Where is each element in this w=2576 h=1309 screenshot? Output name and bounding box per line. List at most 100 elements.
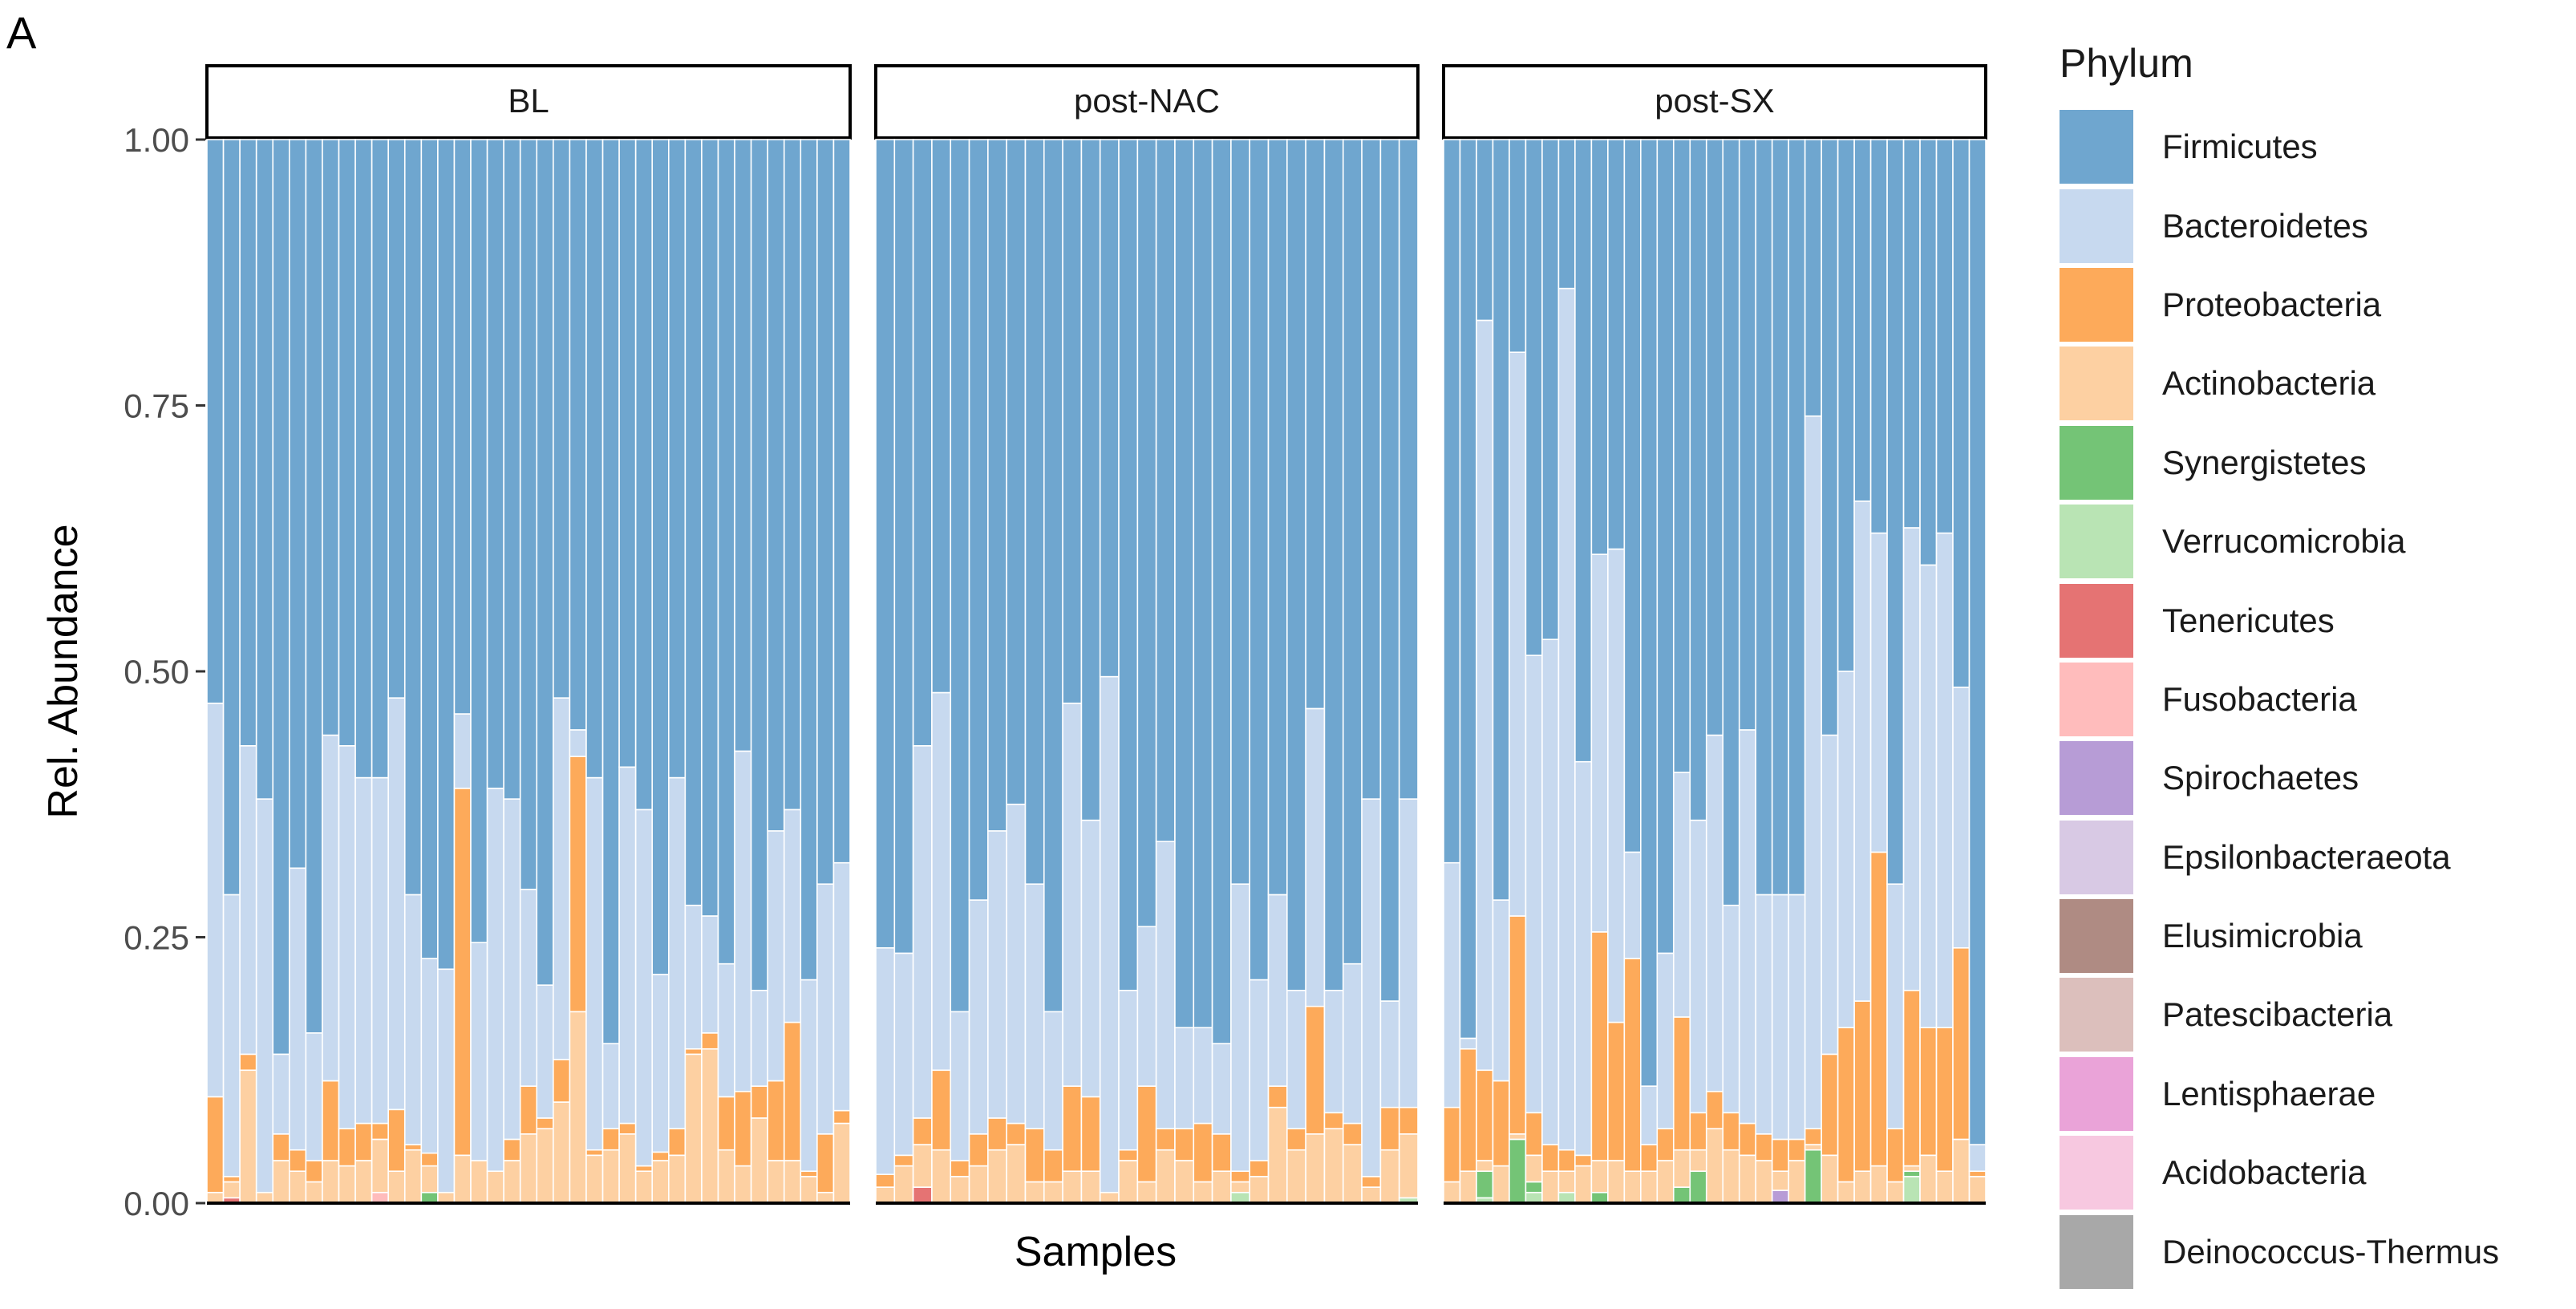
facet-strip <box>205 64 852 140</box>
bar-segment-firmicutes <box>1623 139 1642 853</box>
bar-segment-firmicutes <box>875 139 896 949</box>
bar-segment-proteobacteria <box>618 1122 637 1135</box>
bar-segment-actinobacteria <box>486 1170 504 1204</box>
bar-segment-proteobacteria <box>1476 1069 1494 1161</box>
bar-segment-proteobacteria <box>783 1021 802 1161</box>
bar-segment-firmicutes <box>1853 139 1872 502</box>
legend-swatch <box>2060 1056 2133 1131</box>
bar-segment-actinobacteria <box>1062 1170 1083 1204</box>
bar-segment-proteobacteria <box>1640 1144 1659 1173</box>
bar-segment-firmicutes <box>1398 139 1419 800</box>
bar-segment-firmicutes <box>1249 139 1270 981</box>
bar-segment-firmicutes <box>470 139 488 943</box>
bar-segment-firmicutes <box>1118 139 1139 991</box>
bar-segment-bacteroidetes <box>893 952 914 1157</box>
bar-segment-actinobacteria <box>519 1133 538 1204</box>
bar-segment-proteobacteria <box>634 1165 654 1173</box>
bar-segment-proteobacteria <box>717 1096 735 1151</box>
bar-segment-actinobacteria <box>338 1165 356 1204</box>
bar-segment-firmicutes <box>354 139 373 779</box>
legend-label: Fusobacteria <box>2162 679 2357 718</box>
legend-swatch <box>2060 1136 2133 1210</box>
bar-segment-firmicutes <box>420 139 439 959</box>
bar-segment-firmicutes <box>1062 139 1083 704</box>
bar-segment-actinobacteria <box>1755 1160 1773 1204</box>
bar-segment-firmicutes <box>1557 139 1576 290</box>
bar-segment-firmicutes <box>1886 139 1905 886</box>
bar-segment-actinobacteria <box>931 1149 952 1204</box>
bar-segment-firmicutes <box>701 139 719 917</box>
legend-swatch <box>2060 346 2133 421</box>
bar-segment-bacteroidetes <box>519 889 538 1087</box>
bar-segment-bacteroidetes <box>1043 1011 1063 1151</box>
bar-segment-bacteroidetes <box>1525 654 1543 1114</box>
bar-segment-proteobacteria <box>1821 1053 1839 1157</box>
bar-segment-actinobacteria <box>1525 1154 1543 1183</box>
legend-swatch <box>2060 978 2133 1052</box>
bar-segment-proteobacteria <box>354 1122 373 1161</box>
facet-strip-label: post-NAC <box>1074 82 1220 120</box>
bar-segment-actinobacteria <box>1788 1160 1806 1204</box>
bar-segment-proteobacteria <box>420 1152 439 1167</box>
legend-swatch <box>2060 267 2133 342</box>
bar-segment-actinobacteria <box>1557 1170 1576 1194</box>
bar-segment-bacteroidetes <box>634 808 654 1167</box>
bar-segment-firmicutes <box>968 139 989 901</box>
bar-segment-actinobacteria <box>1952 1138 1970 1204</box>
bar-segment-proteobacteria <box>1267 1085 1288 1108</box>
bar-segment-actinobacteria <box>1286 1149 1306 1204</box>
bar-segment-bacteroidetes <box>1919 564 1938 1029</box>
bar-segment-actinobacteria <box>651 1160 670 1204</box>
bar-segment-proteobacteria <box>1492 1080 1510 1167</box>
legend-item: Spirochaetes <box>2060 739 2499 817</box>
bar-segment-actinobacteria <box>1968 1176 1987 1204</box>
bar-segment-actinobacteria <box>1305 1133 1326 1204</box>
bar-segment-actinobacteria <box>987 1149 1007 1204</box>
bar-segment-proteobacteria <box>1853 1000 1872 1173</box>
bar-segment-bacteroidetes <box>651 974 670 1153</box>
bar-segment-bacteroidetes <box>1230 883 1251 1173</box>
bar-segment-proteobacteria <box>1043 1149 1063 1183</box>
bar-segment-synergistetes <box>1672 1186 1691 1204</box>
bar-segment-bacteroidetes <box>1755 894 1773 1135</box>
bar-segment-proteobacteria <box>968 1133 989 1167</box>
bar-segment-firmicutes <box>387 139 406 699</box>
bar-segment-bacteroidetes <box>1804 415 1822 1129</box>
bar-segment-firmicutes <box>305 139 323 1034</box>
bar-segment-proteobacteria <box>206 1096 225 1194</box>
bar-segment-bacteroidetes <box>1099 675 1120 1194</box>
bar-segment-proteobacteria <box>536 1117 554 1129</box>
legend-label: Synergistetes <box>2162 443 2367 481</box>
bar-segment-actinobacteria <box>767 1160 785 1204</box>
bar-segment-firmicutes <box>651 139 670 975</box>
bar-segment-proteobacteria <box>987 1117 1007 1151</box>
bar-segment-bacteroidetes <box>734 750 752 1092</box>
bar-segment-proteobacteria <box>1305 1005 1326 1135</box>
y-tick-label: 0.25 <box>124 919 189 957</box>
bar-segment-firmicutes <box>1509 139 1527 354</box>
bar-segment-proteobacteria <box>1788 1138 1806 1161</box>
bar-segment-firmicutes <box>1788 139 1806 896</box>
bar-segment-firmicutes <box>1837 139 1855 672</box>
bar-segment-bacteroidetes <box>1738 729 1757 1125</box>
bar-segment-proteobacteria <box>1738 1122 1757 1157</box>
bar-segment-firmicutes <box>222 139 241 896</box>
bar-segment-firmicutes <box>1459 139 1477 1040</box>
legend-label: Elusimicrobia <box>2162 917 2363 955</box>
bar-segment-firmicutes <box>1024 139 1045 886</box>
bar-segment-proteobacteria <box>305 1160 323 1183</box>
legend-label: Bacteroidetes <box>2162 206 2368 245</box>
bar-segment-proteobacteria <box>750 1085 768 1119</box>
bar-segment-actinobacteria <box>289 1170 307 1204</box>
bar-segment-firmicutes <box>503 139 521 800</box>
bar-segment-firmicutes <box>585 139 604 779</box>
bar-segment-actinobacteria <box>222 1181 241 1199</box>
legend-item: Firmicutes <box>2060 107 2499 186</box>
bar-segment-proteobacteria <box>1062 1085 1083 1173</box>
bar-segment-proteobacteria <box>1771 1138 1789 1173</box>
bar-segment-firmicutes <box>634 139 654 811</box>
bar-segment-proteobacteria <box>1590 931 1609 1161</box>
bar-segment-proteobacteria <box>1574 1154 1593 1167</box>
legend-swatch <box>2060 1214 2133 1289</box>
bar-segment-bacteroidetes <box>503 798 521 1141</box>
